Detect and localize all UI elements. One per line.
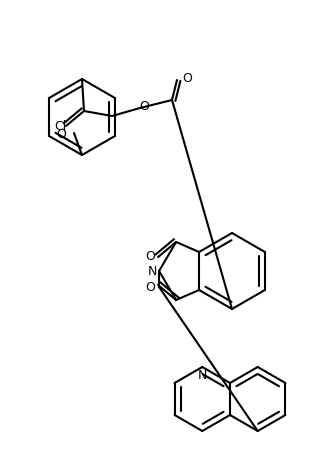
Text: O: O — [145, 281, 155, 294]
Text: Cl: Cl — [54, 119, 66, 132]
Text: O: O — [56, 128, 66, 141]
Text: N: N — [147, 265, 157, 278]
Text: O: O — [139, 100, 149, 113]
Text: O: O — [145, 249, 155, 262]
Text: O: O — [182, 71, 192, 84]
Text: N: N — [198, 369, 207, 382]
